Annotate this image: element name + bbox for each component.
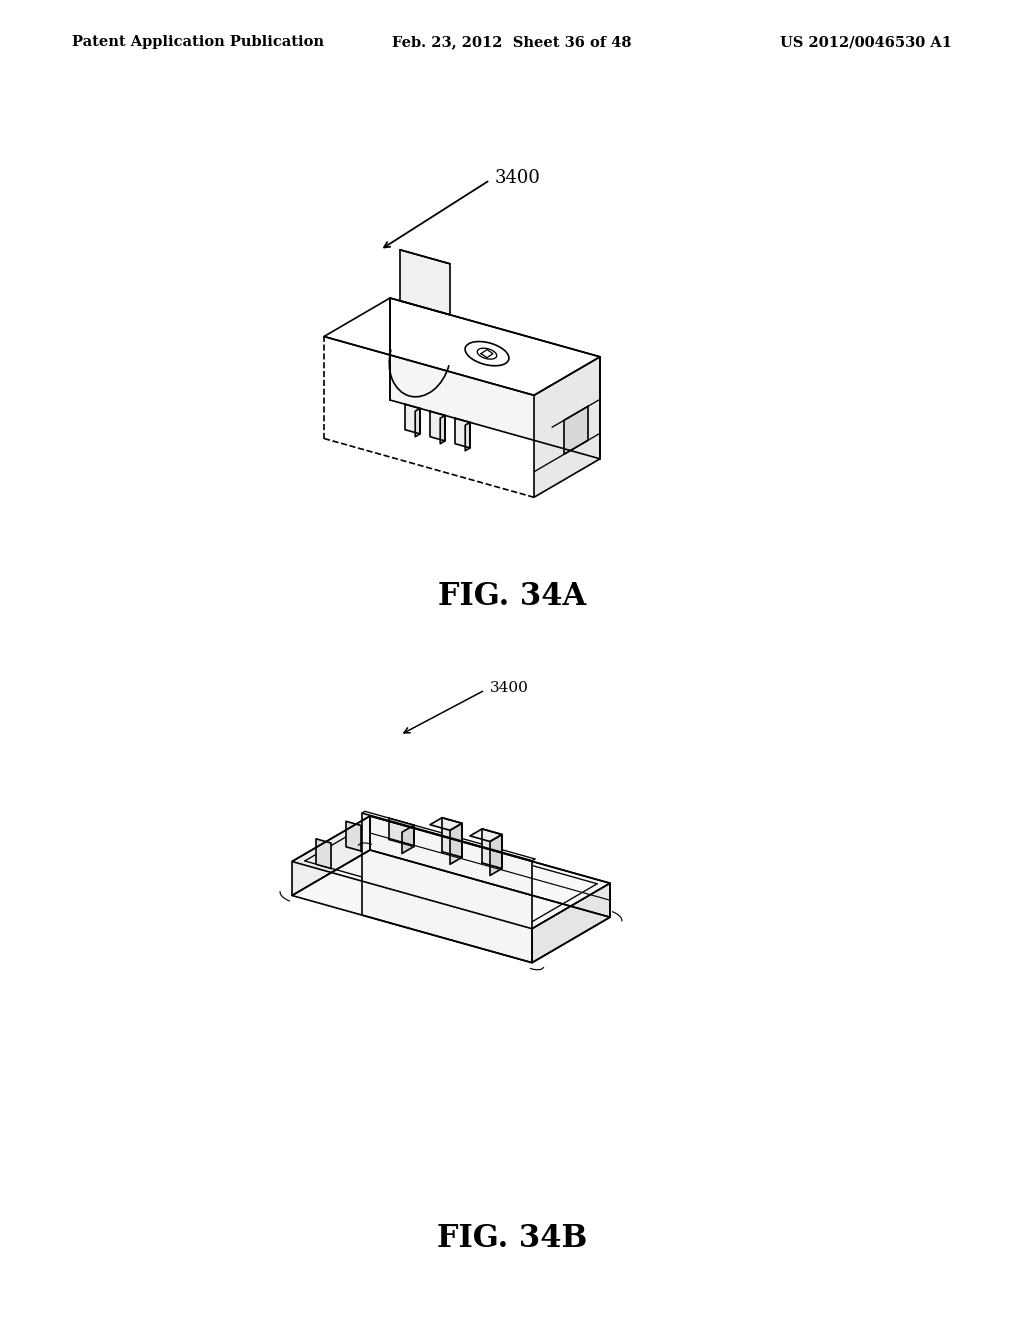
- Text: 3400: 3400: [490, 681, 528, 696]
- Polygon shape: [440, 416, 445, 444]
- Polygon shape: [430, 817, 462, 830]
- Text: Patent Application Publication: Patent Application Publication: [72, 36, 324, 49]
- Polygon shape: [455, 418, 470, 447]
- Polygon shape: [390, 298, 600, 459]
- Polygon shape: [470, 829, 502, 842]
- Text: 3400: 3400: [495, 169, 541, 187]
- Polygon shape: [534, 356, 600, 498]
- Polygon shape: [415, 408, 420, 437]
- Polygon shape: [389, 818, 414, 846]
- Text: Feb. 23, 2012  Sheet 36 of 48: Feb. 23, 2012 Sheet 36 of 48: [392, 36, 632, 49]
- Polygon shape: [370, 816, 610, 917]
- Polygon shape: [316, 838, 331, 869]
- Polygon shape: [402, 825, 414, 854]
- Polygon shape: [292, 816, 370, 895]
- Text: FIG. 34A: FIG. 34A: [438, 581, 586, 612]
- Polygon shape: [442, 817, 462, 857]
- Polygon shape: [430, 412, 445, 441]
- Polygon shape: [465, 422, 470, 450]
- Polygon shape: [532, 883, 610, 962]
- Polygon shape: [362, 813, 532, 962]
- Polygon shape: [292, 816, 610, 929]
- Polygon shape: [324, 298, 600, 395]
- Text: FIG. 34B: FIG. 34B: [437, 1222, 587, 1254]
- Text: US 2012/0046530 A1: US 2012/0046530 A1: [780, 36, 952, 49]
- Polygon shape: [564, 407, 588, 454]
- Polygon shape: [482, 829, 502, 869]
- Polygon shape: [450, 824, 462, 865]
- Polygon shape: [292, 850, 610, 962]
- Polygon shape: [490, 834, 502, 875]
- Polygon shape: [346, 821, 361, 851]
- Polygon shape: [400, 249, 450, 314]
- Polygon shape: [406, 404, 420, 434]
